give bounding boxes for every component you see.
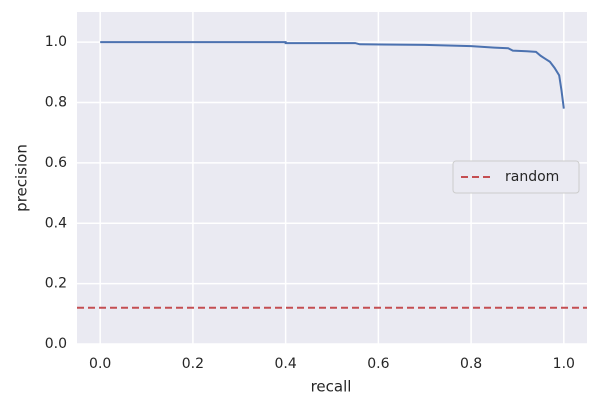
x-tick-label: 0.0 bbox=[89, 356, 111, 372]
legend-box bbox=[452, 160, 580, 194]
x-tick-label: 1.0 bbox=[553, 356, 575, 372]
x-tick-label: 0.2 bbox=[182, 356, 204, 372]
x-axis-label: recall bbox=[311, 378, 352, 396]
x-tick-label: 0.6 bbox=[367, 356, 389, 372]
y-tick-label: 0.6 bbox=[45, 155, 67, 171]
y-tick-label: 0.4 bbox=[45, 215, 67, 231]
legend-label: random bbox=[505, 169, 559, 185]
y-axis-label: precision bbox=[13, 144, 31, 212]
y-tick-label: 1.0 bbox=[45, 34, 67, 50]
y-tick-label: 0.2 bbox=[45, 276, 67, 292]
y-tick-label: 0.8 bbox=[45, 95, 67, 111]
pr-curve bbox=[100, 41, 565, 109]
y-tick-label: 0.0 bbox=[45, 336, 67, 352]
x-tick-label: 0.4 bbox=[275, 356, 297, 372]
x-tick-label: 0.8 bbox=[460, 356, 482, 372]
